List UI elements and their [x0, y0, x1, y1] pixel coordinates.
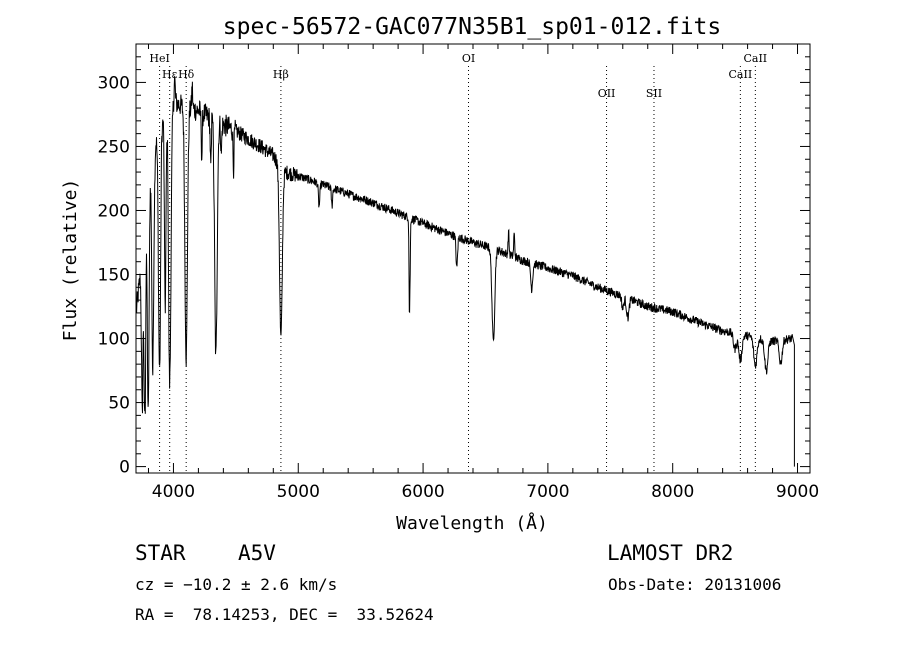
y-axis-label: Flux (relative): [60, 179, 81, 342]
marker-label: CaII: [743, 52, 767, 65]
marker-lines: [159, 66, 756, 473]
marker-label: OI: [462, 52, 475, 65]
y-tick-label: 100: [98, 330, 130, 350]
survey-name: LAMOST DR2: [607, 541, 734, 565]
marker-label: OII: [598, 87, 616, 100]
x-axis-ticks: 4000 5000 6000 7000 8000 9000: [147, 44, 819, 502]
y-tick-label: 250: [98, 137, 130, 157]
x-tick-label: 9000: [776, 482, 819, 502]
plot-frame: [135, 43, 811, 474]
obs-date: Obs-Date: 20131006: [608, 575, 782, 594]
marker-label: Hδ: [178, 68, 195, 81]
object-class: STAR: [135, 541, 186, 565]
marker-label: Hβ: [273, 68, 289, 81]
marker-label: CaII: [729, 68, 753, 81]
cz-value: cz = −10.2 ± 2.6 km/s: [135, 575, 338, 594]
x-tick-label: 5000: [277, 482, 320, 502]
y-axis-ticks: 0 50 100 150 200 250 300: [98, 56, 810, 478]
y-tick-label: 200: [98, 201, 130, 221]
y-tick-label: 300: [98, 73, 130, 93]
spectral-subclass: A5V: [238, 541, 276, 565]
marker-label: Hε: [162, 68, 178, 81]
y-tick-label: 0: [119, 458, 130, 478]
x-tick-label: 7000: [526, 482, 569, 502]
x-axis-label: Wavelength (Å): [396, 512, 548, 534]
chart-title: spec-56572-GAC077N35B1_sp01-012.fits: [223, 14, 722, 40]
x-tick-label: 8000: [651, 482, 694, 502]
spectrum-line: [135, 76, 795, 467]
marker-label: SII: [646, 87, 662, 100]
x-tick-label: 6000: [401, 482, 444, 502]
y-tick-label: 150: [98, 266, 130, 286]
coordinates: RA = 78.14253, DEC = 33.52624: [135, 605, 434, 624]
marker-label: HeI: [149, 52, 169, 65]
spectrum-chart: spec-56572-GAC077N35B1_sp01-012.fits HδH…: [60, 14, 819, 534]
y-tick-label: 50: [108, 394, 130, 414]
x-tick-label: 4000: [152, 482, 195, 502]
